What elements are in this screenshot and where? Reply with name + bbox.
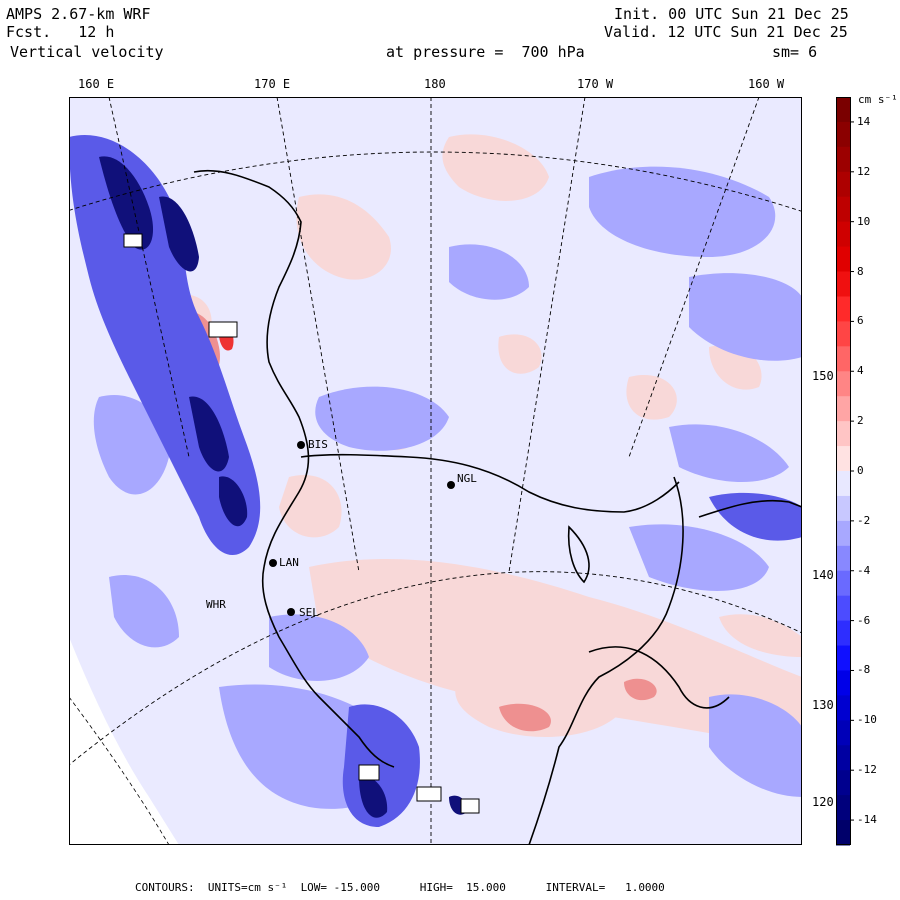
lon-label-160w: 160 W xyxy=(748,77,785,91)
colorbar-tick-label: -8 xyxy=(857,663,871,677)
colorbar-unit: cm s⁻¹ xyxy=(858,93,898,106)
colorbar-cell xyxy=(836,670,850,696)
colorbar-cell xyxy=(836,495,850,522)
colorbar-ticks xyxy=(850,121,854,821)
init-time: Init. 00 UTC Sun 21 Dec 25 xyxy=(614,5,849,23)
contour-info: CONTOURS: UNITS=cm s⁻¹ LOW= -15.000 HIGH… xyxy=(135,881,665,894)
colorbar-cell xyxy=(836,196,850,223)
graticule xyxy=(69,97,802,845)
colorbar-cell xyxy=(836,371,850,397)
colorbar-tick-label: 14 xyxy=(857,114,871,128)
colorbar-tick-label: 10 xyxy=(857,214,871,228)
station-label-bis: BIS xyxy=(308,438,328,451)
colorbar-tick-label: -12 xyxy=(857,763,877,777)
map-frame xyxy=(69,97,802,845)
colorbar xyxy=(836,97,854,846)
colorbar-cell xyxy=(836,97,850,123)
colorbar-cell xyxy=(836,246,850,273)
colorbar-cell xyxy=(836,396,850,422)
station-label-ngl: NGL xyxy=(457,472,477,485)
colorbar-tick-label: -10 xyxy=(857,713,877,727)
forecast-hour: Fcst. 12 h xyxy=(6,23,115,41)
station-boxes xyxy=(123,233,480,814)
colorbar-cell xyxy=(836,820,850,846)
colorbar-tick-label: 4 xyxy=(857,364,864,378)
colorbar-tick-label: -4 xyxy=(857,563,871,577)
colorbar-cell xyxy=(836,346,850,372)
colorbar-tick-label: 12 xyxy=(857,164,871,178)
colorbar-tick-label: 6 xyxy=(857,314,864,328)
lon-label-180: 180 xyxy=(424,77,446,91)
colorbar-cell xyxy=(836,595,850,622)
station-label-lan: LAN xyxy=(279,556,299,569)
colorbar-cells xyxy=(836,97,851,846)
off-domain-area xyxy=(69,637,179,845)
colorbar-tick-label: 2 xyxy=(857,414,864,428)
coastline xyxy=(193,169,802,845)
colorbar-cell xyxy=(836,121,850,148)
peak-negative-patches xyxy=(99,156,468,818)
model-title: AMPS 2.67-km WRF xyxy=(6,5,151,23)
colorbar-tick-label: 0 xyxy=(857,464,864,477)
colorbar-cell xyxy=(836,745,850,771)
station-dot-sel xyxy=(287,608,295,616)
colorbar-cell xyxy=(836,770,850,796)
station-dot-bis xyxy=(297,441,305,449)
colorbar-cell xyxy=(836,221,850,248)
lon-label-170w: 170 W xyxy=(577,77,614,91)
colorbar-cell xyxy=(836,171,850,198)
smoothing: sm= 6 xyxy=(772,43,818,61)
colorbar-cell xyxy=(836,271,850,297)
colorbar-cell xyxy=(836,795,850,821)
valid-time: Valid. 12 UTC Sun 21 Dec 25 xyxy=(604,23,848,41)
colorbar-cell xyxy=(836,620,850,647)
colorbar-tick-label: -14 xyxy=(857,813,877,827)
colorbar-cell xyxy=(836,321,850,347)
colorbar-cell xyxy=(836,446,850,472)
pressure-level: at pressure = 700 hPa xyxy=(386,43,585,61)
colorbar-cell xyxy=(836,720,850,746)
colorbar-tick-label: -2 xyxy=(857,513,871,527)
field-name: Vertical velocity xyxy=(10,43,164,61)
positive-velocity-patches xyxy=(169,134,802,747)
station-label-sel: SEL xyxy=(299,606,319,619)
vertical-velocity-map xyxy=(69,97,802,845)
colorbar-cell xyxy=(836,421,850,447)
colorbar-cell xyxy=(836,520,850,547)
station-label-whr: WHR xyxy=(206,598,226,611)
station-dot-ngl xyxy=(447,481,455,489)
colorbar-cell xyxy=(836,146,850,173)
colorbar-cell xyxy=(836,695,850,721)
lon-label-160e: 160 E xyxy=(78,77,115,91)
colorbar-cell xyxy=(836,570,850,597)
station-dot-lan xyxy=(269,559,277,567)
station-markers xyxy=(269,441,455,616)
lon-label-170e: 170 E xyxy=(254,77,291,91)
colorbar-cell xyxy=(836,471,850,497)
colorbar-cell xyxy=(836,545,850,572)
colorbar-cell xyxy=(836,296,850,322)
colorbar-tick-label: -6 xyxy=(857,613,871,627)
colorbar-tick-label: 8 xyxy=(857,264,864,278)
colorbar-cell xyxy=(836,645,850,671)
